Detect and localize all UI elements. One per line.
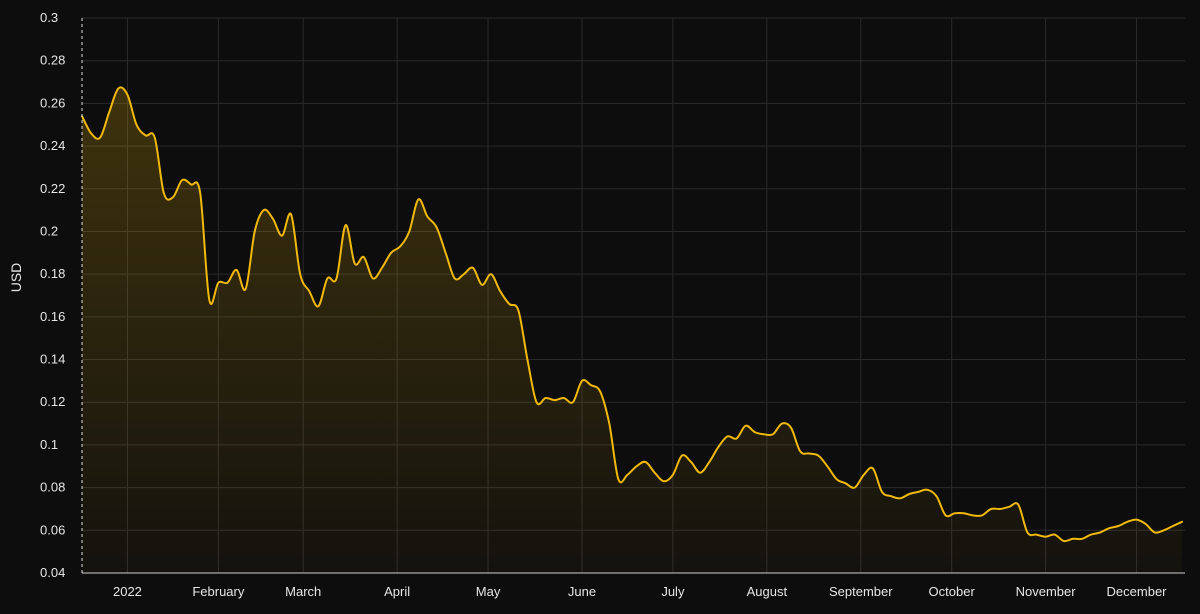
x-tick-label: February: [192, 584, 245, 599]
y-tick-label: 0.14: [40, 352, 65, 367]
price-line-layer: [81, 86, 1183, 543]
y-tick-label: 0.04: [40, 565, 65, 580]
y-tick-label: 0.06: [40, 522, 65, 537]
y-tick-label: 0.12: [40, 394, 65, 409]
x-tick-label: September: [829, 584, 893, 599]
x-tick-label: May: [476, 584, 501, 599]
x-tick-label: August: [747, 584, 788, 599]
x-tick-label: 2022: [113, 584, 142, 599]
y-tick-label: 0.28: [40, 53, 65, 68]
price-area: [82, 87, 1182, 573]
x-tick-label: April: [384, 584, 410, 599]
y-axis-title: USD: [8, 263, 24, 293]
y-axis-ticks: 0.04 0.06 0.08 0.1 0.12 0.14 0.16 0.18 0.2 0.22 0.…: [40, 10, 65, 580]
x-tick-label: March: [285, 584, 321, 599]
y-tick-label: 0.3: [40, 10, 58, 25]
x-axis-ticks: 2022 February March April May June July August S…: [113, 584, 1167, 599]
y-tick-label: 0.08: [40, 480, 65, 495]
x-tick-label: October: [929, 584, 976, 599]
area-fill-layer: [82, 87, 1182, 573]
x-tick-label: June: [568, 584, 596, 599]
x-tick-label: December: [1107, 584, 1168, 599]
y-tick-label: 0.24: [40, 138, 65, 153]
y-tick-label: 0.26: [40, 95, 65, 110]
price-line: [81, 86, 1183, 543]
x-tick-label: November: [1016, 584, 1077, 599]
y-tick-label: 0.16: [40, 309, 65, 324]
y-tick-label: 0.18: [40, 266, 65, 281]
y-tick-label: 0.1: [40, 437, 58, 452]
x-tick-label: July: [661, 584, 685, 599]
y-tick-label: 0.22: [40, 181, 65, 196]
y-tick-label: 0.2: [40, 223, 58, 238]
